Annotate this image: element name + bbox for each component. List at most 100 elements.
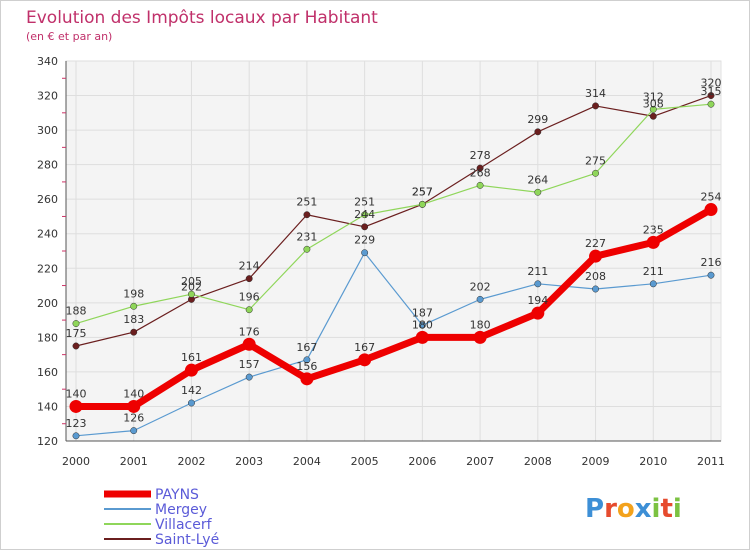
x-tick-label: 2008 bbox=[524, 455, 552, 468]
data-label-villacerf: 275 bbox=[585, 154, 606, 167]
x-tick-label: 2006 bbox=[408, 455, 436, 468]
data-label-mergey: 211 bbox=[527, 265, 548, 278]
data-point-mergey bbox=[188, 399, 195, 407]
data-point-villacerf bbox=[130, 302, 138, 310]
data-point-saintly bbox=[72, 342, 80, 350]
data-point-mergey bbox=[707, 271, 715, 279]
y-tick-label: 280 bbox=[37, 159, 58, 172]
y-tick-label: 160 bbox=[37, 366, 58, 379]
data-point-payns bbox=[358, 353, 372, 367]
x-tick-label: 2001 bbox=[120, 455, 148, 468]
data-label-villacerf: 312 bbox=[643, 90, 664, 103]
series-line-saintly bbox=[75, 94, 712, 347]
chart-title: Evolution des Impôts locaux par Habitant bbox=[26, 8, 378, 28]
data-point-mergey bbox=[72, 432, 80, 440]
y-tick-label: 200 bbox=[37, 297, 58, 310]
data-label-payns: 194 bbox=[527, 294, 548, 307]
logo-letter: P bbox=[585, 494, 604, 524]
data-label-villacerf: 188 bbox=[66, 305, 87, 318]
data-label-mergey: 126 bbox=[123, 412, 144, 425]
data-label-payns: 254 bbox=[701, 191, 722, 204]
y-tick-label: 120 bbox=[37, 435, 58, 448]
legend-label-saintly: Saint-Lyé bbox=[155, 532, 219, 548]
data-point-payns bbox=[473, 330, 487, 344]
data-label-payns: 235 bbox=[643, 223, 664, 236]
data-point-payns bbox=[415, 330, 429, 344]
data-point-payns bbox=[69, 399, 83, 413]
data-label-villacerf: 264 bbox=[527, 173, 548, 186]
x-tick-label: 2005 bbox=[351, 455, 379, 468]
y-tick-label: 260 bbox=[37, 193, 58, 206]
data-label-saintly: 251 bbox=[296, 196, 317, 209]
logo-letter: x bbox=[635, 494, 652, 524]
data-label-villacerf: 268 bbox=[470, 166, 491, 179]
logo-letter: i bbox=[673, 494, 682, 524]
x-tick-label: 2004 bbox=[293, 455, 321, 468]
data-label-saintly: 183 bbox=[123, 313, 144, 326]
x-tick-label: 2003 bbox=[235, 455, 263, 468]
y-tick-label: 180 bbox=[37, 331, 58, 344]
legend-label-villacerf: Villacerf bbox=[155, 517, 213, 533]
data-label-mergey: 142 bbox=[181, 384, 202, 397]
data-point-payns bbox=[242, 337, 256, 351]
data-label-villacerf: 198 bbox=[123, 287, 144, 300]
data-label-saintly: 308 bbox=[643, 97, 664, 110]
data-label-payns: 227 bbox=[585, 237, 606, 250]
y-tick-label: 240 bbox=[37, 228, 58, 241]
data-point-saintly bbox=[361, 223, 369, 231]
x-tick-label: 2011 bbox=[697, 455, 725, 468]
series-line-payns bbox=[72, 206, 715, 410]
data-point-saintly bbox=[476, 164, 484, 172]
data-label-saintly: 214 bbox=[239, 260, 260, 273]
data-point-mergey bbox=[592, 285, 599, 293]
x-tick-label: 2007 bbox=[466, 455, 494, 468]
y-tick-label: 220 bbox=[37, 262, 58, 275]
y-tick-label: 340 bbox=[37, 55, 58, 68]
y-tick-label: 300 bbox=[37, 124, 58, 137]
y-tick-label: 320 bbox=[37, 90, 58, 103]
x-tick-label: 2009 bbox=[582, 455, 610, 468]
data-label-saintly: 175 bbox=[66, 327, 87, 340]
x-tick-label: 2002 bbox=[177, 455, 205, 468]
data-point-villacerf bbox=[418, 200, 426, 208]
data-point-mergey bbox=[534, 280, 542, 288]
data-label-saintly: 244 bbox=[354, 208, 375, 221]
data-point-mergey bbox=[303, 356, 311, 364]
data-labels: 1751832022142512442572782993143083201881… bbox=[66, 77, 722, 430]
legend-label-mergey: Mergey bbox=[155, 502, 207, 518]
series-group bbox=[69, 92, 718, 440]
data-label-mergey: 157 bbox=[239, 358, 260, 371]
data-label-mergey: 216 bbox=[701, 256, 722, 269]
data-point-saintly bbox=[245, 275, 253, 283]
logo-letter: i bbox=[652, 494, 661, 524]
data-point-villacerf bbox=[476, 181, 484, 189]
data-label-payns: 140 bbox=[66, 387, 87, 400]
data-label-payns: 176 bbox=[239, 325, 260, 338]
logo-letter: r bbox=[604, 494, 617, 524]
proxiti-logo: Proxiti bbox=[585, 494, 682, 524]
logo-letter: t bbox=[660, 494, 672, 524]
data-label-saintly: 320 bbox=[701, 77, 722, 90]
data-label-saintly: 257 bbox=[412, 185, 433, 198]
data-label-mergey: 229 bbox=[354, 234, 375, 247]
series-line-mergey bbox=[75, 252, 712, 437]
data-point-villacerf bbox=[303, 245, 311, 253]
data-point-payns bbox=[704, 203, 718, 217]
data-label-mergey: 208 bbox=[585, 270, 606, 283]
data-point-mergey bbox=[130, 427, 138, 435]
data-label-payns: 161 bbox=[181, 351, 202, 364]
data-point-mergey bbox=[361, 249, 369, 257]
data-label-villacerf: 205 bbox=[181, 275, 202, 288]
logo-letter: o bbox=[617, 494, 635, 524]
x-tick-label: 2000 bbox=[62, 455, 90, 468]
data-label-mergey: 123 bbox=[66, 417, 87, 430]
data-label-payns: 156 bbox=[296, 360, 317, 373]
data-point-payns bbox=[589, 249, 603, 263]
data-point-villacerf bbox=[72, 320, 80, 327]
data-point-mergey bbox=[418, 321, 426, 329]
data-point-payns bbox=[531, 306, 545, 320]
data-label-payns: 140 bbox=[123, 387, 144, 400]
data-point-payns bbox=[184, 363, 198, 377]
chart-subtitle: (en € et par an) bbox=[26, 30, 112, 43]
data-label-saintly: 299 bbox=[527, 113, 548, 126]
